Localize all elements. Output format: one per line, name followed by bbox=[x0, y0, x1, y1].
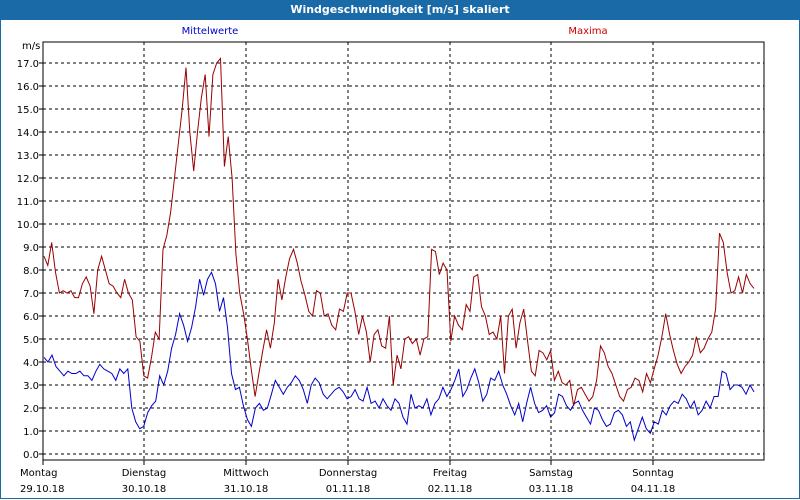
y-tick-label: 7.0 bbox=[23, 289, 39, 300]
x-tick-day-label: Montag bbox=[20, 468, 57, 479]
legend-maxima: Maxima bbox=[568, 26, 607, 37]
x-axis-ticks: Montag 29.10.18 Dienstag 30.10.18 Mittwoch 31… bbox=[20, 460, 675, 495]
x-tick-day-label: Donnerstag bbox=[319, 468, 377, 479]
plot-area-border bbox=[42, 41, 765, 461]
x-tick-date-label: 04.11.18 bbox=[631, 484, 676, 495]
series-line-maxima bbox=[43, 57, 755, 406]
x-tick-day-label: Freitag bbox=[433, 468, 467, 479]
y-axis-ticks: 0.0 1.0 2.0 3.0 4.0 5.0 6.0 7.0 8.0 9.0 10.0 11.0 12… bbox=[17, 59, 43, 461]
y-tick-label: 3.0 bbox=[23, 381, 39, 392]
series-line-mittelwerte bbox=[43, 271, 755, 443]
x-tick-date-label: 02.11.18 bbox=[428, 484, 473, 495]
y-tick-label: 8.0 bbox=[23, 266, 39, 277]
y-tick-label: 4.0 bbox=[23, 358, 39, 369]
y-axis-label: m/s bbox=[22, 41, 40, 52]
legend-mittelwerte: Mittelwerte bbox=[182, 26, 239, 37]
x-tick-day-label: Mittwoch bbox=[223, 468, 268, 479]
y-tick-label: 1.0 bbox=[23, 427, 39, 438]
y-tick-label: 2.0 bbox=[23, 404, 39, 415]
x-tick-date-label: 31.10.18 bbox=[224, 484, 269, 495]
y-tick-label: 14.0 bbox=[17, 128, 39, 139]
x-tick-date-label: 01.11.18 bbox=[326, 484, 371, 495]
y-tick-label: 6.0 bbox=[23, 312, 39, 323]
data-series bbox=[43, 57, 755, 443]
y-tick-label: 10.0 bbox=[17, 220, 39, 231]
chart-title: Windgeschwindigkeit [m/s] skaliert bbox=[0, 0, 800, 20]
y-tick-label: 15.0 bbox=[17, 105, 39, 116]
y-tick-label: 16.0 bbox=[17, 82, 39, 93]
x-tick-date-label: 03.11.18 bbox=[529, 484, 574, 495]
x-tick-day-label: Dienstag bbox=[122, 468, 167, 479]
y-tick-label: 0.0 bbox=[23, 450, 39, 461]
x-tick-day-label: Samstag bbox=[529, 468, 573, 479]
y-tick-label: 13.0 bbox=[17, 151, 39, 162]
x-tick-date-label: 29.10.18 bbox=[20, 484, 65, 495]
y-tick-label: 17.0 bbox=[17, 59, 39, 70]
x-tick-day-label: Sonntag bbox=[632, 468, 674, 479]
y-tick-label: 5.0 bbox=[23, 335, 39, 346]
grid-lines bbox=[43, 42, 764, 460]
y-tick-label: 9.0 bbox=[23, 243, 39, 254]
x-tick-date-label: 30.10.18 bbox=[122, 484, 167, 495]
y-tick-label: 11.0 bbox=[17, 197, 39, 208]
y-tick-label: 12.0 bbox=[17, 174, 39, 185]
